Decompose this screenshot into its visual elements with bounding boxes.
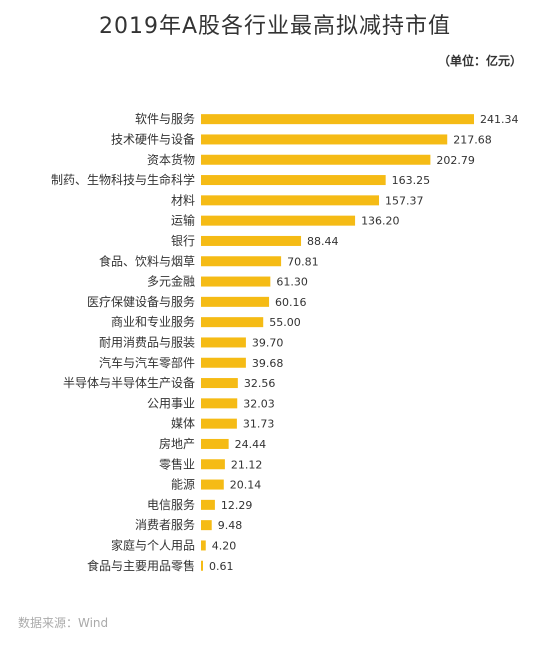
bar: [201, 215, 356, 226]
bar: [201, 438, 229, 449]
category-label: 家庭与个人用品: [111, 537, 195, 552]
value-label: 32.03: [243, 397, 274, 410]
chart-title: 2019年A股各行业最高拟减持市值: [98, 14, 452, 39]
value-label: 31.73: [243, 418, 274, 431]
value-label: 241.34: [480, 113, 519, 126]
value-label: 217.68: [453, 133, 492, 146]
bar: [201, 459, 225, 470]
category-label: 消费者服务: [135, 517, 195, 532]
value-label: 24.44: [235, 438, 267, 451]
unit-label: （单位：亿元）: [437, 54, 522, 68]
category-label: 半导体与半导体生产设备: [63, 376, 195, 390]
category-label: 食品、饮料与烟草: [99, 253, 195, 268]
value-label: 0.61: [209, 560, 234, 573]
value-label: 55.00: [269, 316, 301, 329]
bar: [201, 479, 224, 490]
category-label: 技术硬件与设备: [111, 132, 195, 146]
bar: [201, 154, 431, 165]
value-label: 39.70: [252, 336, 284, 349]
category-label: 多元金融: [147, 274, 195, 289]
category-label: 电信服务: [147, 497, 195, 512]
value-label: 20.14: [230, 479, 262, 492]
value-label: 61.30: [276, 276, 308, 289]
value-label: 60.16: [275, 296, 307, 309]
category-label: 公用事业: [147, 396, 195, 410]
value-label: 136.20: [361, 215, 400, 228]
category-label: 资本货物: [147, 152, 195, 167]
value-label: 12.29: [221, 499, 253, 512]
bar-chart: 软件与服务 241.34 技术硬件与设备 217.68 资本货物 202.79 制药、生物科…: [51, 111, 519, 573]
value-label: 4.20: [212, 539, 237, 552]
category-label: 媒体: [171, 417, 195, 431]
bar: [201, 378, 238, 389]
bar: [201, 317, 264, 328]
bar: [201, 540, 206, 551]
value-label: 21.12: [231, 458, 263, 471]
value-label: 88.44: [307, 235, 339, 248]
category-label: 食品与主要用品零售: [87, 558, 195, 573]
bar: [201, 134, 448, 145]
bar: [201, 337, 246, 348]
bar: [201, 175, 386, 186]
bar: [201, 418, 237, 429]
bar: [201, 195, 380, 206]
bar: [201, 499, 215, 510]
value-label: 202.79: [436, 154, 475, 167]
category-label: 零售业: [159, 456, 195, 471]
bar: [201, 235, 302, 246]
bar: [201, 398, 238, 409]
bar: [201, 256, 282, 267]
value-label: 157.37: [385, 194, 424, 207]
value-label: 163.25: [392, 174, 431, 187]
bar: [201, 560, 203, 571]
value-label: 70.81: [287, 255, 319, 268]
value-label: 32.56: [244, 377, 276, 390]
category-label: 制药、生物科技与生命科学: [51, 172, 195, 187]
data-source: 数据来源：Wind: [18, 616, 109, 630]
category-label: 材料: [171, 193, 195, 207]
category-label: 运输: [171, 213, 195, 228]
category-label: 能源: [171, 478, 195, 492]
value-label: 9.48: [218, 519, 243, 532]
bar: [201, 520, 212, 531]
value-label: 39.68: [252, 357, 283, 370]
bar: [201, 296, 270, 307]
bar: [201, 114, 474, 125]
category-label: 银行: [171, 234, 195, 248]
category-label: 医疗保健设备与服务: [87, 294, 195, 309]
category-label: 房地产: [159, 436, 195, 451]
category-label: 商业和专业服务: [111, 314, 195, 329]
category-label: 耐用消费品与服装: [99, 335, 195, 349]
bar: [201, 276, 271, 287]
category-label: 软件与服务: [135, 111, 195, 126]
category-label: 汽车与汽车零部件: [99, 355, 195, 370]
bar: [201, 357, 246, 368]
